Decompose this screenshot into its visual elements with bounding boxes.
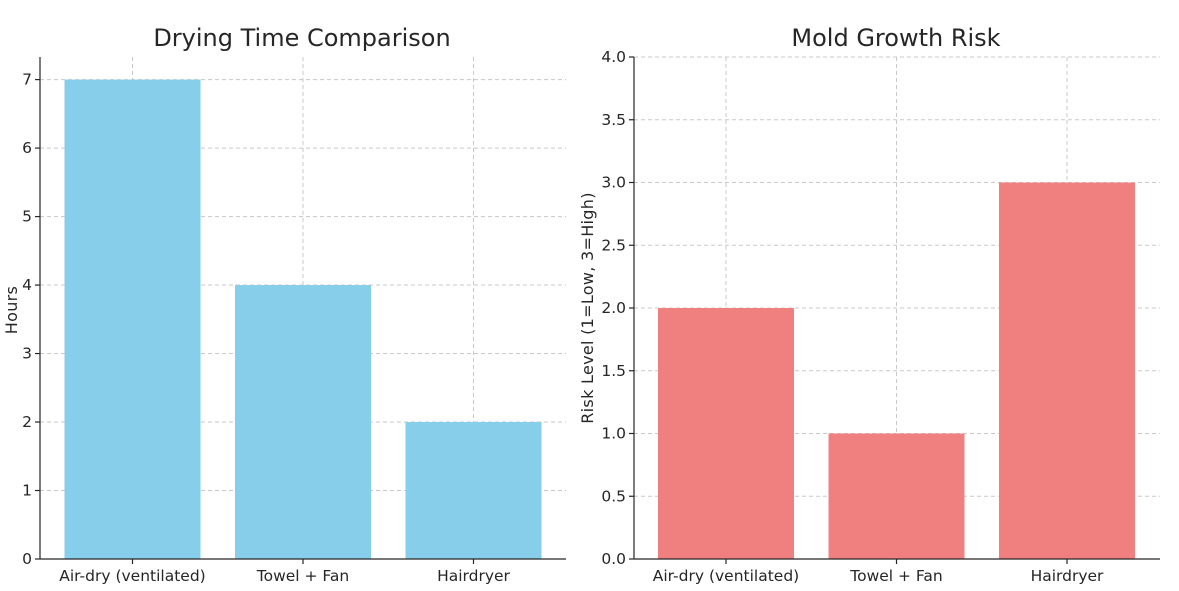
y-axis-label: Risk Level (1=Low, 3=High): [578, 192, 597, 423]
y-tick-label: 7: [22, 71, 32, 89]
bar-towel-fan: [235, 285, 371, 559]
y-tick-label: 2: [22, 413, 32, 431]
x-tick-label: Hairdryer: [437, 567, 510, 585]
y-tick-label: 2.0: [601, 299, 626, 317]
y-tick-label: 3: [22, 345, 32, 363]
x-tick-label: Air-dry (ventilated): [653, 567, 799, 585]
y-tick-label: 2.5: [601, 236, 626, 254]
bar-hairdryer: [999, 182, 1135, 559]
chart-title: Drying Time Comparison: [153, 24, 450, 52]
y-tick-label: 1: [22, 482, 32, 500]
y-tick-label: 0.5: [601, 487, 626, 505]
x-tick-label: Towel + Fan: [256, 567, 350, 585]
bar-hairdryer: [405, 422, 542, 559]
y-tick-label: 1.5: [601, 362, 626, 380]
drying-time-chart: Drying Time Comparison Hours 0 1 2 3 4 5 6 7 Air…: [2, 24, 566, 585]
bar-air-dry-ventilated: [658, 308, 794, 559]
x-tick-label: Towel + Fan: [849, 567, 943, 585]
y-tick-label: 3.0: [601, 174, 626, 192]
y-axis-label: Hours: [2, 286, 21, 334]
mold-risk-chart: Mold Growth Risk Risk Level (1=Low, 3=Hi…: [578, 24, 1160, 585]
y-tick-label: 0.0: [601, 550, 626, 568]
x-tick-label: Air-dry (ventilated): [59, 567, 205, 585]
y-tick-label: 4.0: [601, 48, 626, 66]
y-tick-label: 5: [22, 208, 32, 226]
y-tick-label: 1.0: [601, 425, 626, 443]
y-tick-label: 0: [22, 550, 32, 568]
chart-title: Mold Growth Risk: [791, 24, 1000, 52]
y-tick-label: 6: [22, 139, 32, 157]
x-tick-label: Hairdryer: [1031, 567, 1104, 585]
bar-air-dry-ventilated: [64, 79, 201, 559]
bar-towel-fan: [828, 433, 965, 559]
y-tick-label: 3.5: [601, 111, 626, 129]
y-tick-label: 4: [22, 276, 32, 294]
